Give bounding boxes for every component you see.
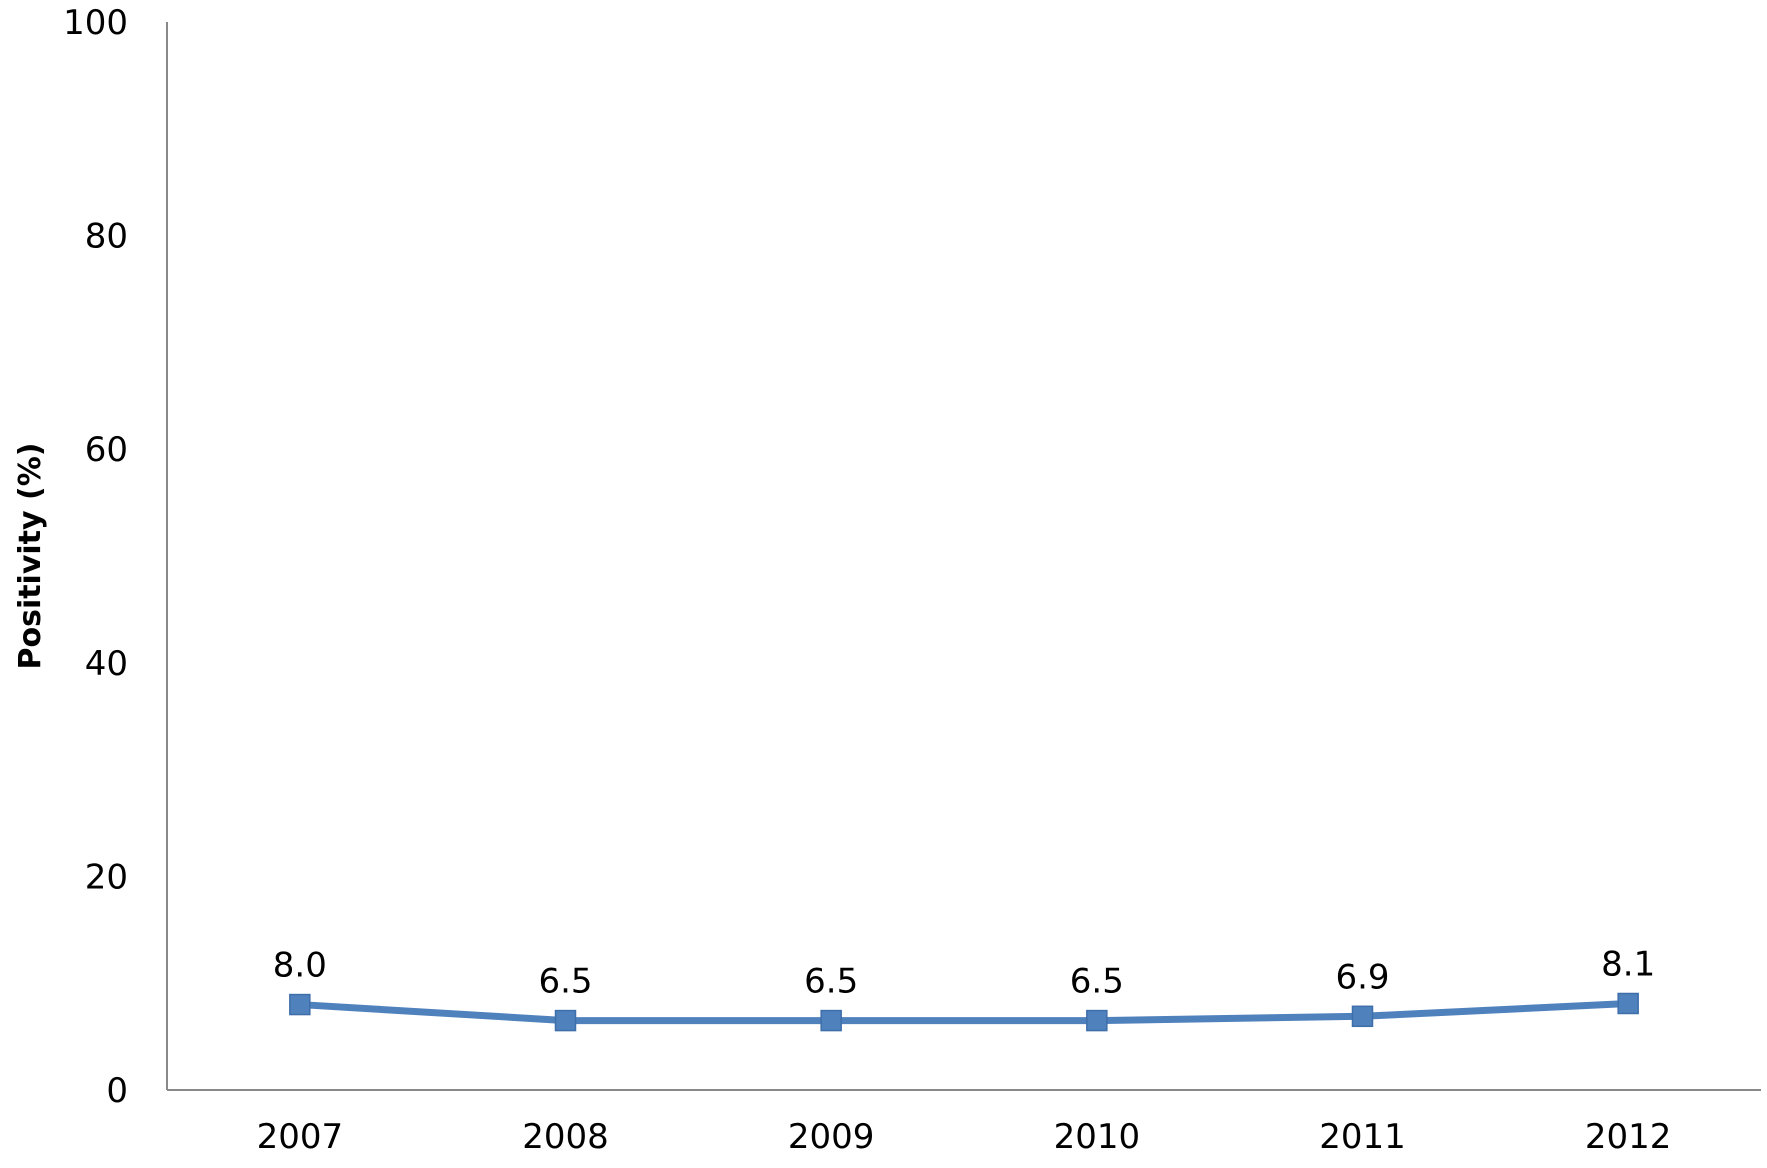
x-tick-label: 2011 <box>1319 1117 1406 1157</box>
y-tick-label: 60 <box>85 430 128 470</box>
y-tick-label: 100 <box>63 3 128 43</box>
data-point <box>554 1009 577 1032</box>
x-tick-labels: 2007 2008 2009 2010 2011 2012 <box>257 1117 1672 1157</box>
data-point <box>1617 992 1639 1015</box>
y-tick-label: 0 <box>106 1071 128 1111</box>
y-tick-label: 20 <box>85 857 128 897</box>
data-point <box>1351 1005 1374 1028</box>
data-label: 6.5 <box>804 962 858 1002</box>
y-tick-labels: 0 20 40 60 80 100 <box>63 3 128 1111</box>
x-tick-label: 2008 <box>522 1117 609 1157</box>
y-tick-label: 40 <box>85 644 128 684</box>
data-point <box>1086 1009 1108 1032</box>
data-label: 6.5 <box>1070 962 1124 1002</box>
data-label: 8.1 <box>1601 944 1655 984</box>
series-group: 8.0 6.5 6.5 6.5 6.9 8.1 <box>273 944 1655 1032</box>
data-label: 8.0 <box>273 946 327 986</box>
data-label: 6.9 <box>1335 957 1389 997</box>
x-tick-label: 2010 <box>1054 1117 1141 1157</box>
x-tick-label: 2012 <box>1585 1117 1672 1157</box>
axes <box>166 22 1761 1091</box>
data-point <box>289 993 311 1016</box>
data-point <box>820 1009 842 1032</box>
x-tick-label: 2009 <box>788 1117 875 1157</box>
series-line <box>296 999 1632 1025</box>
x-tick-label: 2007 <box>257 1117 344 1157</box>
y-tick-label: 80 <box>85 217 128 257</box>
y-axis-label: Positivity (%) <box>13 442 48 669</box>
data-label: 6.5 <box>538 962 592 1002</box>
